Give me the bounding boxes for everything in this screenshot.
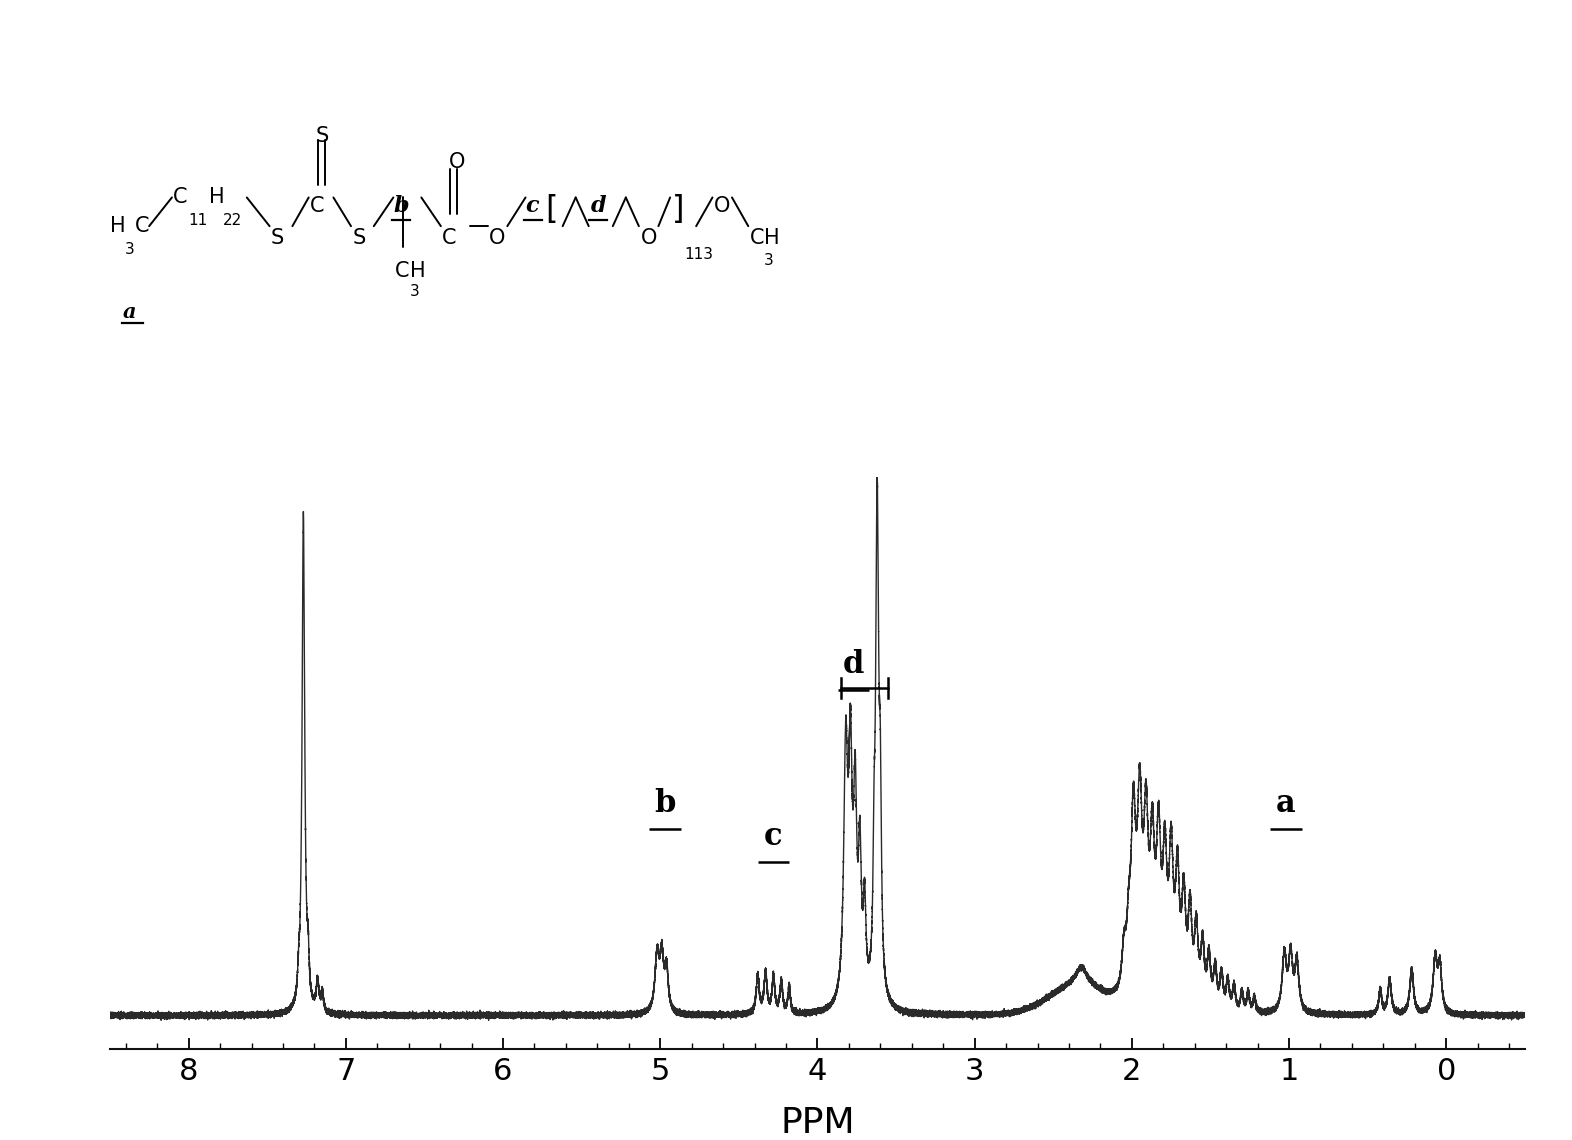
Text: S: S	[314, 125, 329, 146]
Text: d: d	[591, 195, 607, 217]
Text: O: O	[448, 152, 465, 172]
Text: d: d	[843, 649, 865, 679]
Text: c: c	[764, 821, 783, 852]
Text: C: C	[395, 261, 410, 282]
Text: 113: 113	[684, 247, 714, 262]
Text: O: O	[641, 228, 657, 249]
Text: 3: 3	[410, 284, 420, 300]
Text: b: b	[393, 195, 409, 217]
Text: S: S	[352, 228, 366, 249]
Text: 22: 22	[223, 213, 242, 228]
Text: O: O	[714, 196, 729, 215]
Text: ]: ]	[671, 194, 684, 226]
Text: C: C	[442, 228, 457, 249]
Text: b: b	[654, 788, 676, 819]
Text: [: [	[545, 194, 558, 226]
Text: C: C	[310, 196, 324, 215]
Text: c: c	[525, 195, 539, 217]
Text: H: H	[410, 261, 426, 282]
Text: O: O	[489, 228, 506, 249]
Text: C: C	[135, 217, 149, 236]
Text: 3: 3	[764, 253, 773, 268]
X-axis label: PPM: PPM	[780, 1106, 855, 1140]
Text: H: H	[764, 228, 780, 249]
Text: S: S	[270, 228, 285, 249]
Text: H: H	[209, 187, 225, 207]
Text: a: a	[123, 302, 137, 323]
Text: 3: 3	[124, 242, 134, 256]
Text: C: C	[750, 228, 764, 249]
Text: H: H	[110, 217, 126, 236]
Text: C: C	[173, 187, 187, 207]
Text: 11: 11	[189, 213, 208, 228]
Text: a: a	[1276, 788, 1295, 819]
